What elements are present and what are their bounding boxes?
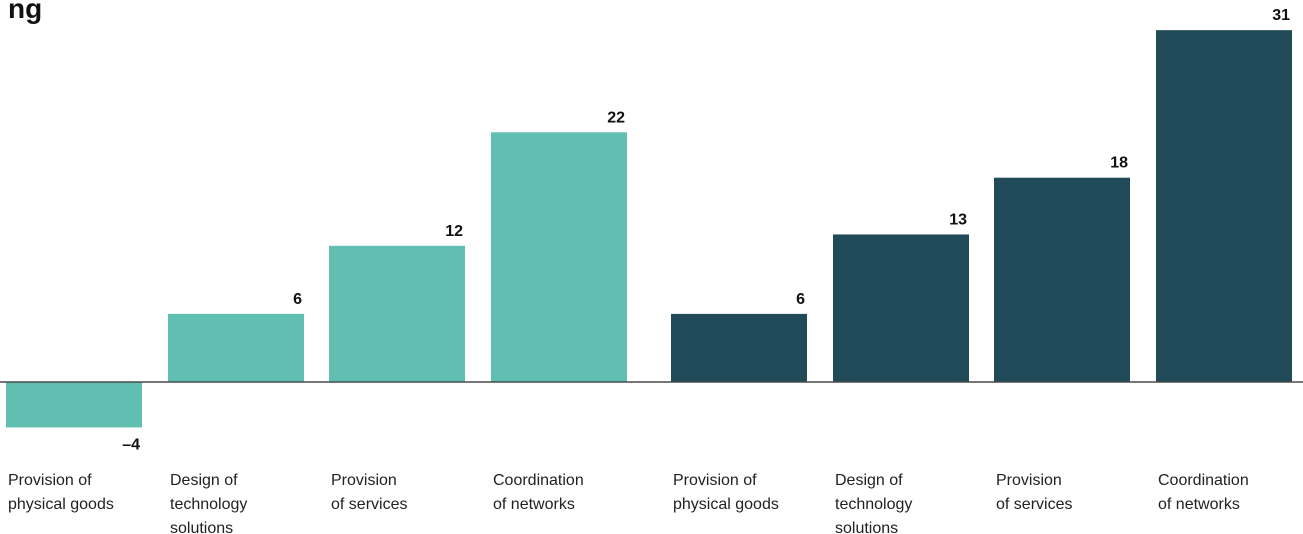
category-label-line: technology bbox=[835, 496, 912, 513]
value-label-1: –4 bbox=[122, 436, 140, 453]
category-label-6: Design of technology solutions bbox=[835, 472, 912, 534]
value-label-3: 12 bbox=[445, 223, 463, 240]
value-labels-group: –4 6 12 22 6 13 18 31 bbox=[122, 7, 1290, 453]
category-label-4: Coordination of networks bbox=[493, 472, 584, 513]
category-label-line: Coordination bbox=[1158, 472, 1249, 489]
category-label-line: of services bbox=[996, 496, 1072, 513]
category-label-line: physical goods bbox=[673, 496, 779, 513]
category-label-line: technology bbox=[170, 496, 247, 513]
category-label-line: Coordination bbox=[493, 472, 584, 489]
category-label-5: Provision of physical goods bbox=[673, 472, 779, 513]
category-label-7: Provision of services bbox=[996, 472, 1072, 513]
category-label-2: Design of technology solutions bbox=[170, 472, 247, 534]
category-label-8: Coordination of networks bbox=[1158, 472, 1249, 513]
value-label-5: 6 bbox=[796, 291, 805, 308]
value-label-8: 31 bbox=[1272, 7, 1290, 24]
category-label-line: Provision bbox=[996, 472, 1062, 489]
bar-5 bbox=[671, 313, 807, 382]
bar-3 bbox=[329, 245, 465, 382]
bar-6 bbox=[833, 234, 969, 382]
bars-group bbox=[6, 30, 1292, 428]
category-label-line: solutions bbox=[835, 520, 898, 534]
category-label-line: solutions bbox=[170, 520, 233, 534]
category-label-line: of networks bbox=[1158, 496, 1240, 513]
category-label-line: of services bbox=[331, 496, 407, 513]
category-label-1: Provision of physical goods bbox=[8, 472, 114, 513]
value-label-4: 22 bbox=[607, 109, 625, 126]
bar-7 bbox=[994, 177, 1130, 382]
bar-4 bbox=[491, 132, 627, 382]
category-label-line: Provision of bbox=[673, 472, 757, 489]
category-label-3: Provision of services bbox=[331, 472, 407, 513]
category-label-line: Provision bbox=[331, 472, 397, 489]
category-label-line: Design of bbox=[835, 472, 903, 489]
bar-8 bbox=[1156, 30, 1292, 383]
value-label-2: 6 bbox=[293, 291, 302, 308]
category-label-line: Provision of bbox=[8, 472, 92, 489]
value-label-7: 18 bbox=[1110, 155, 1128, 172]
category-labels-group: Provision of physical goods Design of techn… bbox=[8, 472, 1249, 534]
category-label-line: of networks bbox=[493, 496, 575, 513]
value-label-6: 13 bbox=[949, 211, 967, 228]
bar-2 bbox=[168, 313, 304, 382]
bar-1 bbox=[6, 382, 142, 428]
category-label-line: physical goods bbox=[8, 496, 114, 513]
chart-title-fragment: ng bbox=[8, 0, 42, 24]
category-label-line: Design of bbox=[170, 472, 238, 489]
